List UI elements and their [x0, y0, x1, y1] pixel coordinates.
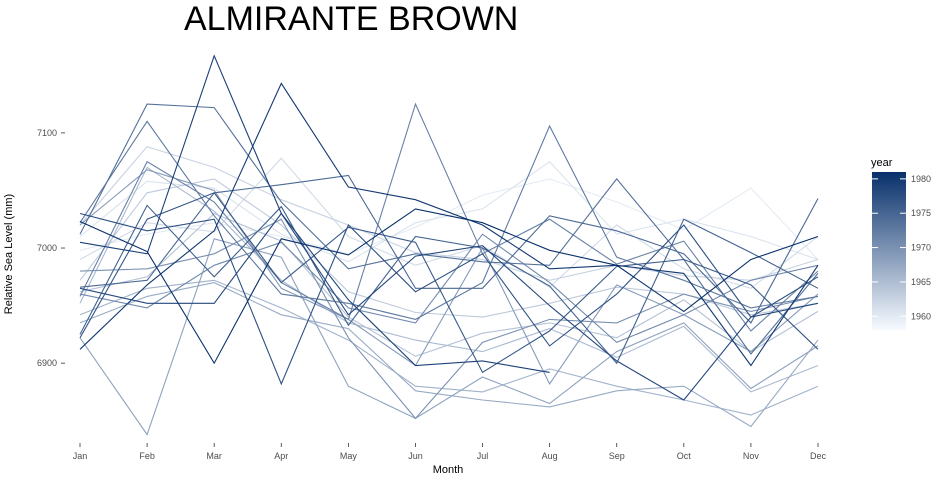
x-tick-label: Dec — [810, 451, 827, 461]
series-line-1981 — [79, 208, 819, 365]
x-tick-label: Jun — [408, 451, 423, 461]
series-line-1974 — [79, 174, 819, 324]
series-line-1977 — [79, 212, 819, 386]
x-axis-title: Month — [433, 464, 464, 476]
series-line-1966 — [79, 282, 819, 428]
legend-tick-label: 1970 — [911, 243, 931, 253]
legend-tick-label: 1965 — [911, 277, 931, 287]
y-axis-ticks: 6900 7000 7100 — [37, 128, 65, 368]
series-line-1967 — [79, 238, 819, 436]
legend-tick-label: 1980 — [911, 174, 931, 184]
legend-title: year — [871, 157, 893, 169]
color-legend: year 1960 1965 1970 1975 1980 — [871, 157, 931, 330]
series-line-1961 — [79, 146, 819, 281]
series-line-1965 — [79, 279, 819, 416]
x-tick-label: May — [340, 451, 358, 461]
x-tick-label: Apr — [274, 451, 288, 461]
series-line-1969 — [79, 218, 819, 420]
series-line-1976 — [79, 192, 819, 374]
series-line-1970 — [79, 233, 819, 344]
y-tick-label: 6900 — [37, 358, 57, 368]
legend-tick-label: 1975 — [911, 208, 931, 218]
x-tick-label: Feb — [139, 451, 155, 461]
x-tick-label: Aug — [542, 451, 558, 461]
x-tick-label: Jul — [477, 451, 489, 461]
y-axis-title: Relative Sea Level (mm) — [3, 194, 15, 314]
series-line-1962 — [79, 178, 819, 318]
x-axis-ticks: Jan Feb Mar Apr May Jun Jul Aug Sep Oct Nov Dec — [73, 443, 827, 461]
series-line-1972 — [79, 120, 819, 320]
x-tick-label: Mar — [206, 451, 222, 461]
series-line-1958 — [79, 178, 819, 260]
x-tick-label: Sep — [609, 451, 625, 461]
series-line-1963 — [79, 212, 819, 357]
series-line-1971 — [79, 102, 819, 332]
legend-colorbar — [872, 172, 906, 330]
x-tick-label: Nov — [743, 451, 760, 461]
y-tick-label: 7000 — [37, 243, 57, 253]
x-tick-label: Oct — [677, 451, 692, 461]
series-lines — [79, 54, 819, 436]
series-line-1975 — [79, 204, 819, 365]
x-tick-label: Jan — [73, 451, 88, 461]
series-line-1980 — [79, 82, 819, 367]
legend-tick-label: 1960 — [911, 311, 931, 321]
series-line-1979 — [79, 54, 550, 373]
series-line-1964 — [79, 166, 819, 393]
series-line-1973 — [79, 103, 819, 355]
y-tick-label: 7100 — [37, 128, 57, 138]
series-line-1978 — [79, 212, 819, 401]
chart-title: ALMIRANTE BROWN — [184, 0, 519, 38]
